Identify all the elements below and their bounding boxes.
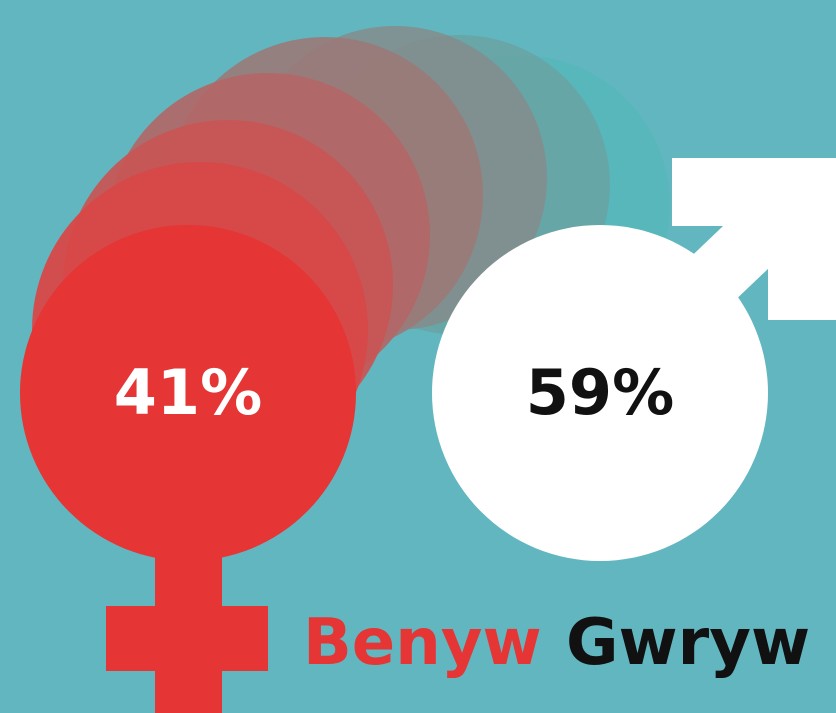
male-label: Gwryw [566, 606, 810, 680]
page: 41% 59% Benyw Gwryw (() => { const data … [0, 0, 836, 713]
female-cross [106, 606, 268, 671]
male-percent: 59% [526, 356, 674, 429]
female-percent: 41% [114, 356, 262, 429]
female-label: Benyw [303, 606, 542, 680]
infographic: 41% 59% Benyw Gwryw [0, 0, 836, 713]
